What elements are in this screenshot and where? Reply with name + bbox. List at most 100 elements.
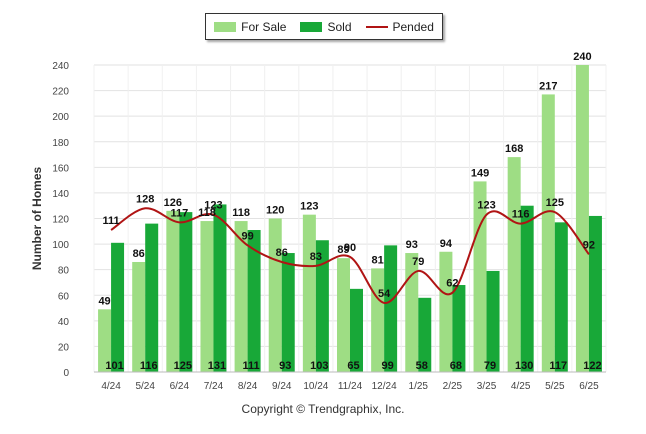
sold-bar <box>111 242 125 372</box>
y-tick-label: 40 <box>58 317 70 328</box>
pended-value-label: 83 <box>310 251 322 263</box>
y-tick-label: 0 <box>63 368 69 379</box>
pended-value-label: 116 <box>512 209 530 221</box>
y-tick-label: 120 <box>52 215 69 226</box>
pended-value-label: 92 <box>583 239 595 251</box>
pended-line-path <box>110 207 590 304</box>
x-tick-label: 3/25 <box>477 381 497 392</box>
for-sale-bar <box>439 251 453 372</box>
sold-value-label: 93 <box>279 360 291 372</box>
sold-bar <box>520 205 534 372</box>
legend: For Sale Sold Pended <box>205 13 443 40</box>
legend-label-for-sale: For Sale <box>241 19 287 34</box>
y-tick-label: 180 <box>52 138 69 149</box>
y-tick-label: 100 <box>52 240 69 251</box>
sold-value-label: 116 <box>140 360 158 372</box>
for-sale-value-label: 118 <box>198 207 216 219</box>
for-sale-bar <box>541 94 555 372</box>
sold-swatch <box>300 21 323 32</box>
sold-value-label: 117 <box>549 360 567 372</box>
for-sale-bar <box>575 65 589 372</box>
legend-item-pended[interactable]: Pended <box>365 19 434 34</box>
sold-bar <box>554 222 568 372</box>
x-tick-label: 6/25 <box>579 381 599 392</box>
for-sale-value-label: 49 <box>98 295 110 307</box>
bars <box>98 65 602 372</box>
legend-label-pended: Pended <box>392 19 434 34</box>
x-tick-label: 12/24 <box>372 381 397 392</box>
x-tick-label: 2/25 <box>443 381 463 392</box>
sold-bar <box>281 253 295 372</box>
legend-item-sold[interactable]: Sold <box>300 19 352 34</box>
sold-value-label: 125 <box>174 360 192 372</box>
for-sale-bar <box>405 253 419 372</box>
pended-value-label: 117 <box>170 207 188 219</box>
legend-item-for-sale[interactable]: For Sale <box>214 20 286 34</box>
for-sale-value-label: 123 <box>300 201 318 213</box>
for-sale-value-label: 81 <box>372 254 384 266</box>
pended-value-label: 128 <box>136 193 154 205</box>
for-sale-value-label: 240 <box>573 51 591 63</box>
for-sale-value-label: 168 <box>505 143 523 155</box>
x-tick-label: 10/24 <box>303 381 328 392</box>
x-tick-label: 6/24 <box>170 381 190 392</box>
for-sale-value-label: 93 <box>406 239 418 251</box>
pended-value-label: 123 <box>477 200 495 212</box>
sold-value-label: 68 <box>450 360 462 372</box>
y-tick-label: 220 <box>52 87 69 98</box>
data-labels: 49 101 86 116 126 125 118 131 118 111 120 93 123 103 8… <box>98 51 601 372</box>
for-sale-bar <box>268 218 282 372</box>
for-sale-bar <box>200 221 214 372</box>
sold-bar <box>384 245 398 372</box>
pended-swatch <box>365 25 388 28</box>
x-tick-label: 4/24 <box>101 381 121 392</box>
y-tick-label: 240 <box>52 61 69 72</box>
sold-value-label: 111 <box>243 360 260 372</box>
x-tick-label: 4/25 <box>511 381 531 392</box>
for-sale-swatch <box>214 21 237 32</box>
for-sale-bar <box>473 181 487 372</box>
for-sale-value-label: 118 <box>232 207 250 219</box>
y-tick-label: 200 <box>52 112 69 123</box>
for-sale-bar <box>132 261 146 372</box>
pended-value-label: 79 <box>412 256 424 268</box>
x-tick-label: 7/24 <box>204 381 224 392</box>
y-tick-label: 60 <box>58 291 70 302</box>
copyright: Copyright © Trendgraphix, Inc. <box>241 402 405 416</box>
pended-value-label: 125 <box>546 197 564 209</box>
pended-value-label: 90 <box>344 242 356 254</box>
for-sale-value-label: 86 <box>133 248 145 260</box>
for-sale-bar <box>507 157 521 372</box>
for-sale-bar <box>234 221 248 372</box>
for-sale-value-label: 89 <box>337 244 349 256</box>
sold-value-label: 99 <box>382 360 394 372</box>
x-tick-label: 5/25 <box>545 381 565 392</box>
sold-bar <box>315 240 329 372</box>
for-sale-bar <box>302 214 316 372</box>
x-tick-label: 1/25 <box>409 381 429 392</box>
sold-value-label: 130 <box>515 360 533 372</box>
legend-label-sold: Sold <box>327 19 352 34</box>
for-sale-value-label: 149 <box>471 167 489 179</box>
x-tick-label: 9/24 <box>272 381 292 392</box>
pended-value-label: 99 <box>241 230 253 242</box>
y-tick-label: 140 <box>52 189 69 200</box>
pended-value-label: 123 <box>204 200 222 212</box>
x-tick-label: 8/24 <box>238 381 258 392</box>
pended-line <box>110 207 590 304</box>
sold-value-label: 79 <box>484 360 496 372</box>
sold-bar <box>179 212 193 372</box>
sold-bar <box>145 223 159 372</box>
x-tick-label: 5/24 <box>135 381 155 392</box>
pended-value-label: 54 <box>378 288 391 300</box>
sold-value-label: 131 <box>208 360 226 372</box>
pended-value-label: 111 <box>102 215 119 227</box>
sold-value-label: 65 <box>347 360 359 372</box>
sold-bar <box>350 288 363 372</box>
for-sale-value-label: 217 <box>539 80 557 92</box>
for-sale-bar <box>371 268 385 372</box>
pended-value-label: 86 <box>276 247 288 259</box>
for-sale-value-label: 94 <box>440 238 453 250</box>
y-tick-label: 20 <box>58 342 70 353</box>
